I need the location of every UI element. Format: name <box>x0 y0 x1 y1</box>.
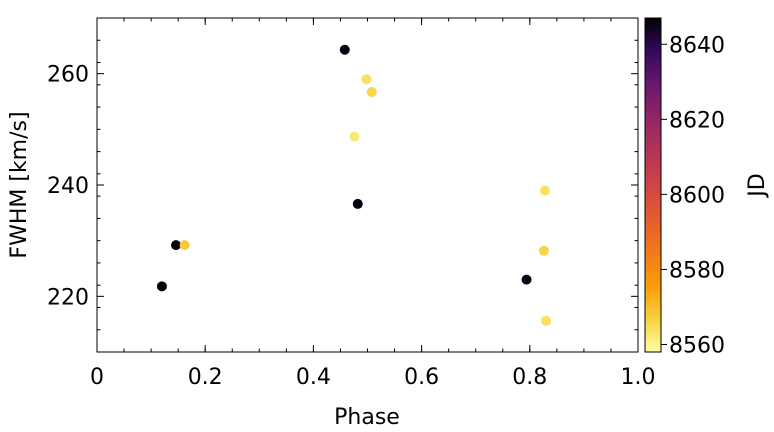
colorbar-title: JD <box>745 173 770 198</box>
x-tick-label: 1.0 <box>621 365 656 390</box>
plot-area: 0 0.2 0.4 0.6 0.8 1.0 220 240 260 <box>47 17 656 390</box>
colorbar: 8560 8580 8600 8620 8640 JD <box>644 17 770 358</box>
x-tick-label: 0 <box>90 365 104 390</box>
data-points <box>156 44 552 326</box>
data-point <box>339 44 350 55</box>
x-tick-label: 0.2 <box>188 365 223 390</box>
colorbar-gradient <box>645 18 661 352</box>
x-axis-title: Phase <box>334 405 400 430</box>
x-tick-label: 0.8 <box>512 365 547 390</box>
y-axis: 220 240 260 <box>47 17 638 353</box>
colorbar-tick-label: 8580 <box>669 258 725 283</box>
data-point <box>361 74 372 85</box>
data-point <box>521 274 532 285</box>
data-point <box>538 245 549 256</box>
colorbar-tick-label: 8560 <box>669 333 725 358</box>
x-tick-label: 0.6 <box>404 365 439 390</box>
plot-frame <box>96 17 639 353</box>
colorbar-tick-label: 8640 <box>669 33 725 58</box>
colorbar-ticks: 8560 8580 8600 8620 8640 <box>661 33 725 358</box>
y-tick-label: 260 <box>47 63 89 88</box>
x-tick-label: 0.4 <box>296 365 331 390</box>
data-point <box>352 198 363 209</box>
data-point <box>156 281 167 292</box>
y-axis-title: FWHM [km/s] <box>7 111 32 258</box>
colorbar-frame <box>644 17 662 353</box>
y-tick-label: 240 <box>47 174 89 199</box>
colorbar-tick-label: 8600 <box>669 183 725 208</box>
data-point <box>366 87 377 98</box>
data-point <box>539 185 550 196</box>
data-point <box>349 131 360 142</box>
data-point <box>170 240 181 251</box>
colorbar-tick-label: 8620 <box>669 108 725 133</box>
y-tick-label: 220 <box>47 285 89 310</box>
x-axis: 0 0.2 0.4 0.6 0.8 1.0 <box>90 18 656 390</box>
data-point <box>179 240 190 251</box>
data-point <box>541 315 552 326</box>
